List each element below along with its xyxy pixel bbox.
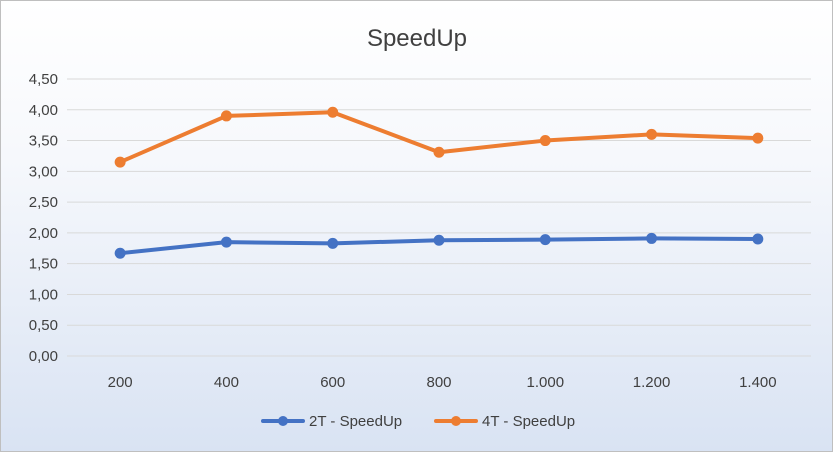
y-tick-label: 4,50: [29, 71, 58, 88]
x-tick-label: 1.200: [633, 374, 671, 391]
y-axis-tick-labels: 0,00 0,50 1,00 1,50 2,00 2,50 3,00 3,50 4,00 4,50: [29, 71, 58, 365]
data-point: [327, 237, 339, 249]
chart-title: SpeedUp: [367, 25, 467, 52]
data-point: [327, 106, 339, 118]
data-point: [539, 234, 551, 246]
y-tick-label: 3,50: [29, 133, 58, 150]
x-tick-label: 1.000: [527, 374, 565, 391]
y-tick-label: 1,50: [29, 256, 58, 273]
legend: 2T - SpeedUp 4T - SpeedUp: [261, 413, 575, 430]
data-point: [114, 247, 126, 259]
data-point: [220, 236, 232, 248]
y-tick-label: 3,00: [29, 163, 58, 180]
x-tick-label: 600: [320, 374, 345, 391]
y-tick-label: 4,00: [29, 102, 58, 119]
gridlines: [67, 78, 811, 357]
y-tick-label: 2,00: [29, 225, 58, 242]
y-tick-label: 2,50: [29, 194, 58, 211]
data-point: [646, 128, 658, 140]
data-point: [646, 232, 658, 244]
x-axis-tick-labels: 200 400 600 800 1.000 1.200 1.400: [108, 374, 777, 391]
data-point: [752, 132, 764, 144]
data-point: [433, 146, 445, 158]
x-tick-label: 400: [214, 374, 239, 391]
legend-marker: [451, 416, 461, 426]
data-point: [539, 135, 551, 147]
x-tick-label: 200: [108, 374, 133, 391]
legend-marker: [278, 416, 288, 426]
x-tick-label: 800: [426, 374, 451, 391]
series-group: [114, 106, 764, 259]
data-point: [220, 110, 232, 122]
legend-label: 2T - SpeedUp: [309, 413, 402, 430]
x-tick-label: 1.400: [739, 374, 777, 391]
data-point: [114, 156, 126, 168]
y-tick-label: 0,00: [29, 348, 58, 365]
data-point: [752, 233, 764, 245]
y-tick-label: 1,00: [29, 286, 58, 303]
data-point: [433, 234, 445, 246]
y-tick-label: 0,50: [29, 317, 58, 334]
legend-label: 4T - SpeedUp: [482, 413, 575, 430]
